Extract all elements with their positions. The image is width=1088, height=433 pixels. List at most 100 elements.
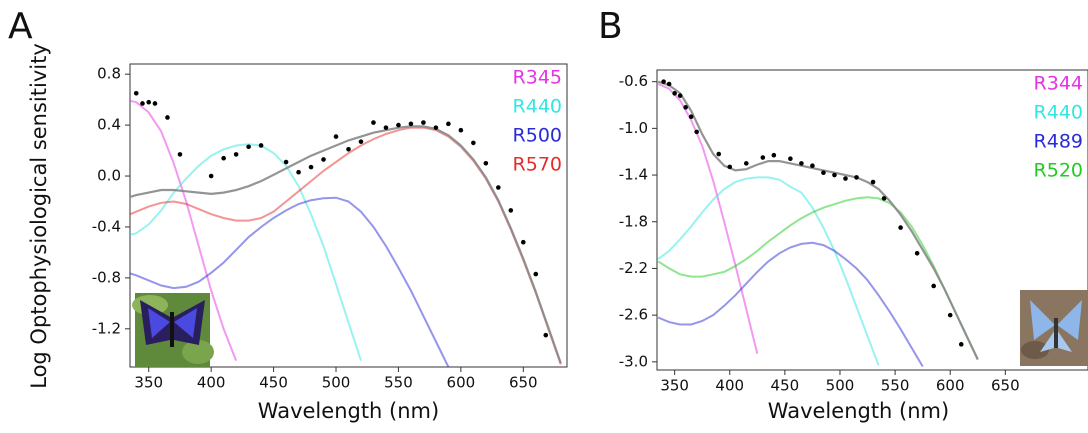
data-point [672,91,677,96]
x-tick-label: 450 [771,377,800,395]
data-point [521,239,526,245]
x-tick-label: 500 [322,374,351,392]
data-point [947,312,953,318]
data-point [346,146,351,152]
data-point [283,159,289,165]
plot-area [125,90,562,367]
curve [657,196,979,360]
data-point [458,127,464,133]
butterfly-photo [132,293,214,367]
data-point [396,122,401,128]
curve [657,80,979,360]
y-tick-label: 0.4 [97,116,121,134]
y-tick-label: -2.2 [619,259,648,277]
legend-entry: R500 [513,125,562,147]
data-point [358,139,364,144]
data-point [446,121,451,127]
data-point [727,164,733,170]
data-point [408,121,414,127]
y-tick-label: -0.6 [619,72,648,90]
data-point [533,271,539,277]
x-tick-label: 550 [881,377,910,395]
data-point [140,101,145,106]
plot-frame [656,69,1088,371]
data-point [799,161,804,166]
data-point [483,161,489,166]
legend-entry: R345 [513,67,562,89]
plot-area [657,79,979,368]
x-tick-label: 500 [826,377,855,395]
data-point [421,120,426,125]
data-point [832,172,837,178]
x-tick-label: 650 [509,374,538,392]
y-tick-label: -1.8 [619,212,648,230]
data-point [881,196,887,201]
butterfly-photo [1020,290,1088,366]
data-point [208,173,214,179]
panel-label: B [598,6,623,47]
data-point [788,156,793,162]
legend-entry: R570 [513,154,562,176]
curve [657,83,759,354]
data-point [296,169,301,175]
data-point [810,163,815,169]
data-point [743,161,749,166]
data-point [760,155,766,160]
curve [130,196,450,367]
data-point [152,101,158,106]
x-tick-label: 450 [259,374,288,392]
y-tick-label: -1.4 [619,166,648,184]
data-point [914,250,920,256]
panel-label: A [8,6,33,47]
y-tick-label: -0.8 [92,268,121,286]
curve [130,143,362,361]
data-point [508,208,514,213]
y-tick-label: -3.0 [619,352,648,370]
x-tick-label: 400 [197,374,226,392]
curve [657,241,924,368]
data-point [666,81,672,87]
data-point [221,155,226,161]
data-point [125,94,130,99]
data-point [958,342,964,347]
data-point [471,140,476,146]
chart-a: 0.8 0.4 0.0 -0.4 -0.8 -1.2 350 400 450 500 550 600 6… [92,63,568,423]
legend-entry: R520 [1034,160,1083,182]
data-point [133,90,139,96]
x-tick-label: 350 [134,374,163,392]
data-point [843,176,848,181]
data-point [716,151,722,157]
data-point [383,125,389,130]
y-tick-label: -0.4 [92,217,121,235]
data-point [694,129,699,135]
y-tick-label: 0.0 [97,167,121,185]
legend-entry: R489 [1034,131,1083,153]
x-tick-label: 600 [936,377,965,395]
data-point [661,79,666,84]
data-point [333,134,339,139]
data-point [821,170,826,176]
data-point [233,152,239,157]
x-axis-label: Wavelength (nm) [258,399,439,423]
legend-entry: R440 [513,96,562,118]
x-tick-label: 550 [384,374,413,392]
legend-entry: R344 [1034,73,1083,95]
curve [657,176,880,366]
data-point [771,152,777,158]
data-point [246,144,251,150]
y-tick-label: -1.0 [619,119,648,137]
data-point [931,283,936,289]
data-point [854,175,859,180]
y-axis-label: Log Optophysiological sensitivity [27,43,51,389]
data-point [165,115,170,120]
data-point [496,185,501,190]
data-point [898,225,903,230]
x-axis-label: Wavelength (nm) [768,399,949,423]
x-tick-label: 350 [660,377,689,395]
legend-entry: R440 [1034,102,1083,124]
data-point [177,152,183,157]
y-tick-label: 0.8 [97,65,121,83]
x-tick-label: 400 [715,377,744,395]
data-point [371,120,376,125]
data-point [146,99,152,105]
